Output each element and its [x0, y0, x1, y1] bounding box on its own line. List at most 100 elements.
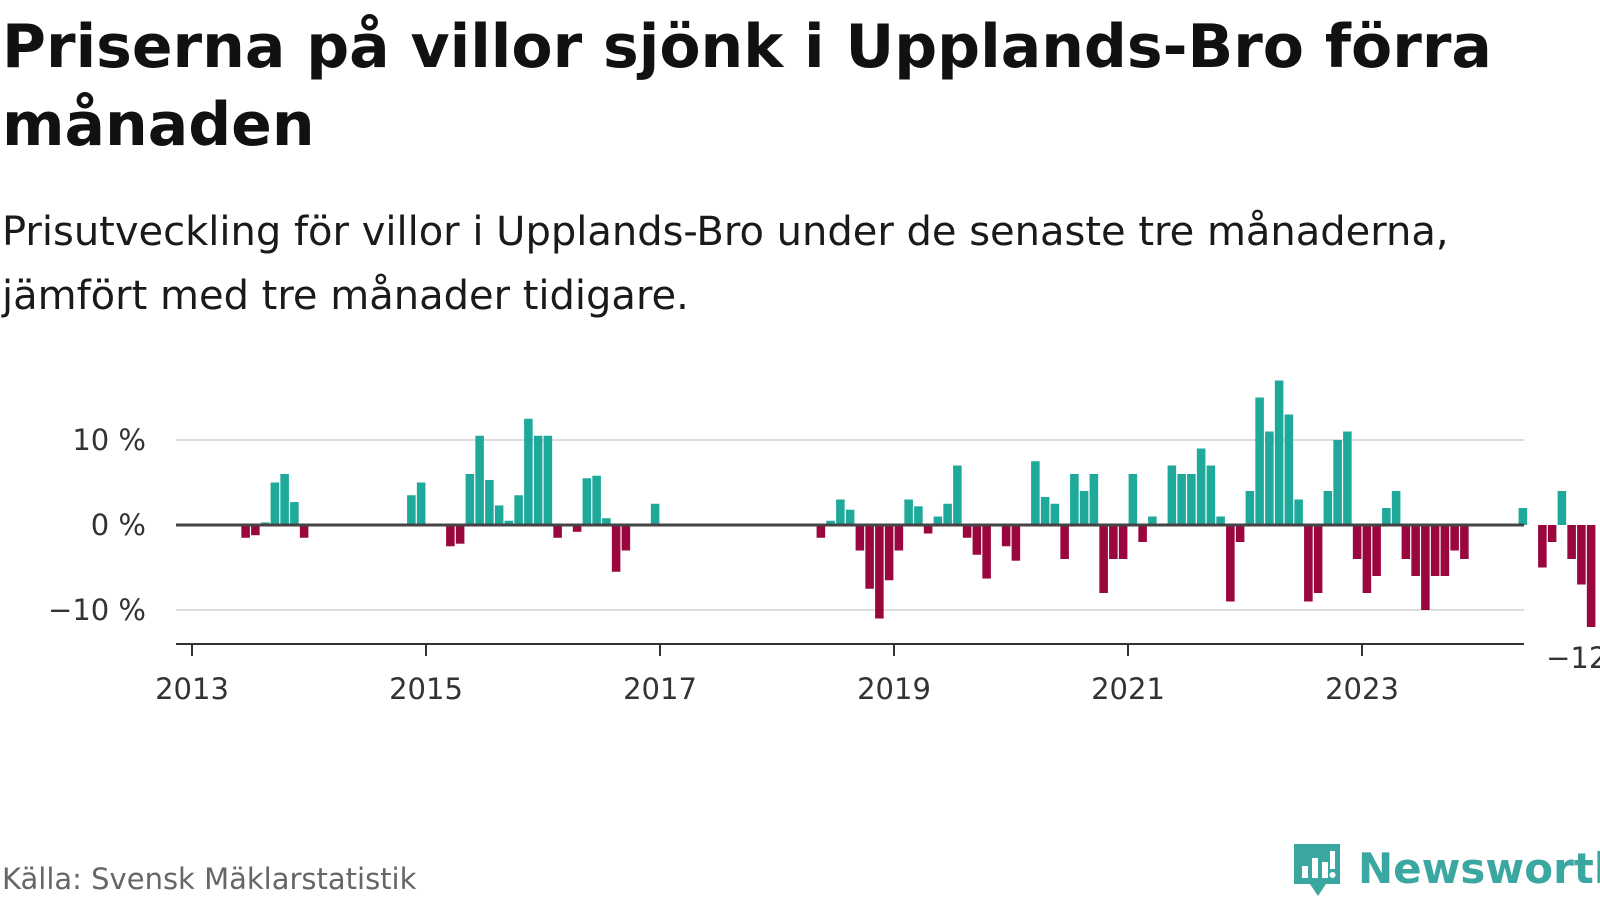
bar [1421, 525, 1430, 610]
bar [1274, 380, 1284, 525]
bar [494, 505, 504, 525]
bar [1382, 508, 1391, 525]
bar [465, 474, 475, 525]
bar [1362, 525, 1372, 593]
bar [1187, 474, 1196, 525]
bar [543, 435, 553, 525]
bar [982, 525, 991, 579]
bar [894, 525, 904, 551]
bar [1216, 516, 1225, 525]
chart-subtitle: Prisutveckling för villor i Upplands-Bro… [2, 209, 1449, 319]
bar [602, 518, 611, 525]
bar [1352, 525, 1362, 559]
bar [836, 499, 845, 525]
bar [1031, 461, 1040, 525]
bar [845, 509, 855, 525]
x-tick-label: 2017 [623, 672, 697, 706]
y-tick-label: 10 % [72, 423, 146, 457]
bar [1343, 431, 1352, 525]
y-tick-label: −10 % [48, 593, 146, 627]
bar [1118, 525, 1128, 559]
bar [1440, 525, 1450, 576]
bar [1089, 474, 1099, 525]
bar [1313, 525, 1323, 593]
bar [1304, 525, 1313, 602]
bar [972, 525, 982, 555]
bar [1001, 525, 1011, 547]
bar [446, 525, 455, 547]
bar [290, 502, 299, 525]
bar [1226, 525, 1235, 602]
source-note: Källa: Svensk Mäklarstatistik [2, 862, 417, 896]
bar [299, 525, 309, 538]
bar [280, 474, 289, 525]
bar [1323, 491, 1333, 525]
bar [1401, 525, 1411, 559]
y-tick-label: 0 % [91, 508, 146, 542]
bar [621, 525, 631, 551]
bar [816, 525, 826, 538]
bar [592, 475, 601, 525]
bar [416, 482, 426, 525]
bar [485, 479, 494, 525]
bar [611, 525, 621, 572]
bar [904, 499, 913, 525]
x-tick-label: 2021 [1091, 672, 1165, 706]
bar [826, 520, 835, 525]
last-value-label: −12 % [1546, 641, 1600, 675]
bar [572, 525, 582, 532]
x-tick-label: 2015 [389, 672, 463, 706]
bar [533, 435, 543, 525]
bar [1050, 503, 1060, 525]
bar [650, 503, 660, 525]
bar [407, 495, 416, 525]
bar [1235, 525, 1245, 542]
bar [943, 503, 952, 525]
bar [455, 525, 465, 544]
bar [884, 525, 894, 581]
bar [1391, 491, 1401, 525]
bar [875, 525, 884, 619]
bar [1011, 525, 1021, 561]
bar-chart-logo-icon [1294, 844, 1340, 896]
bar [1577, 525, 1586, 585]
x-tick-label: 2013 [155, 672, 229, 706]
bar [514, 495, 523, 525]
x-axis [176, 643, 1524, 656]
bar [1460, 525, 1469, 559]
chart-title: Priserna på villor sjönk i Upplands-Bro … [2, 12, 1492, 160]
bars [176, 380, 1596, 627]
bar [1567, 525, 1576, 559]
bar [1255, 397, 1264, 525]
bar [1099, 525, 1108, 593]
bar [1557, 491, 1567, 525]
bar [524, 418, 533, 525]
x-tick-label: 2023 [1325, 672, 1399, 706]
bar [1372, 525, 1381, 576]
bar [933, 516, 943, 525]
bar [1167, 465, 1177, 525]
bar [1411, 525, 1420, 576]
x-tick-label: 2019 [857, 672, 931, 706]
tick-labels: 10 % 0 % −10 % 2013 2015 2017 2019 2021 2023 −12 … [48, 423, 1600, 706]
bar [1060, 525, 1069, 559]
bar [270, 482, 280, 525]
bar [1040, 496, 1050, 525]
bar [241, 525, 250, 538]
bar [1138, 525, 1147, 542]
bar [1079, 491, 1089, 525]
bar [1148, 516, 1157, 525]
bar [1333, 440, 1342, 525]
bar [582, 478, 592, 525]
bar [504, 520, 514, 525]
bar [553, 525, 562, 538]
bar [1430, 525, 1440, 576]
bar [251, 525, 260, 536]
bar [1177, 474, 1186, 525]
bar [1265, 431, 1274, 525]
bar [475, 435, 484, 525]
bar [914, 506, 923, 525]
brand-name: Newsworthy [1358, 844, 1600, 893]
bar-chart: 10 % 0 % −10 % 2013 2015 2017 2019 2021 2023 −12 … [48, 380, 1600, 706]
bar [1518, 508, 1528, 525]
